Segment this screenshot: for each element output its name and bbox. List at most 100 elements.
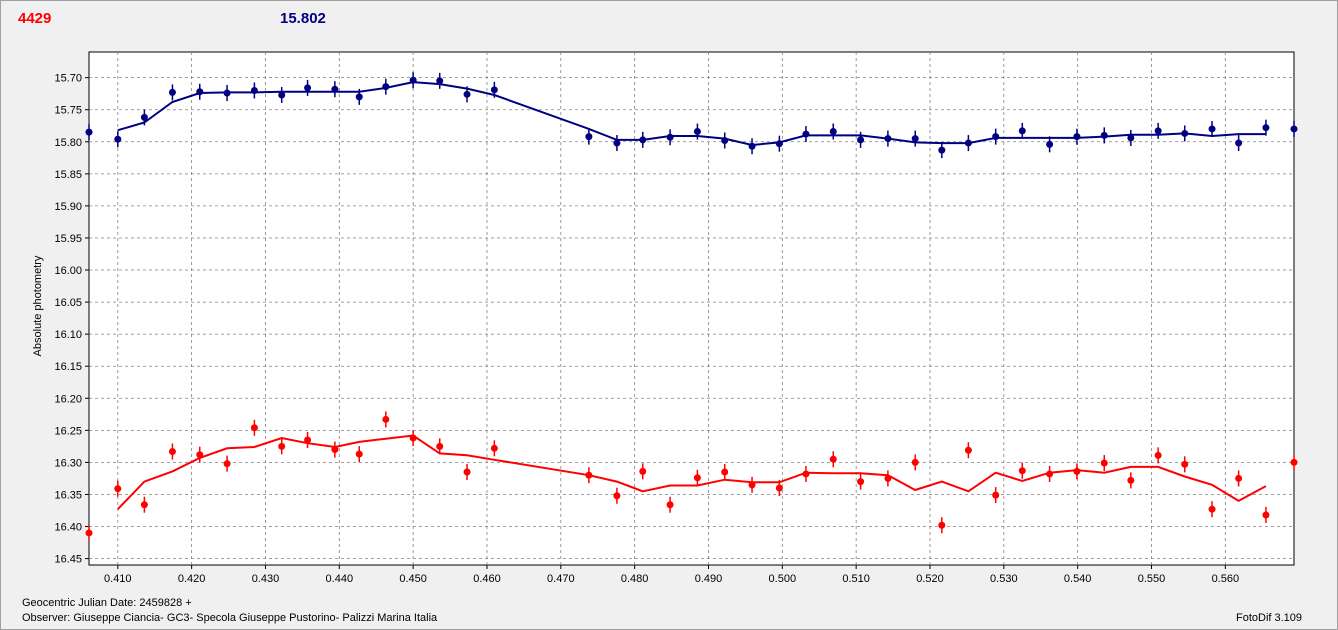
footer-observer-line: Observer: Giuseppe Ciancia- GC3- Specola…	[22, 612, 438, 624]
red-series-point	[666, 501, 674, 509]
x-tick-label: 0.550	[1138, 573, 1166, 585]
x-tick-label: 0.510	[842, 573, 870, 585]
blue-series-point	[409, 76, 417, 84]
blue-series-point	[114, 135, 122, 143]
red-series-point	[223, 460, 231, 468]
y-tick-label: 15.95	[54, 233, 82, 245]
red-series-point	[114, 485, 122, 493]
blue-series-point	[1290, 125, 1298, 133]
footer-software: FotoDif 3.109	[1236, 612, 1303, 624]
x-tick-label: 0.440	[326, 573, 354, 585]
red-series-point	[1235, 474, 1243, 482]
y-tick-label: 16.40	[54, 522, 82, 534]
red-series-point	[938, 521, 946, 529]
red-series-point	[196, 451, 204, 459]
red-series-point	[829, 455, 837, 463]
blue-series-point	[992, 133, 1000, 141]
blue-series-point	[613, 139, 621, 147]
red-series-point	[1154, 451, 1162, 459]
red-series-point	[992, 491, 1000, 499]
blue-series-point	[585, 133, 593, 141]
red-series-point	[250, 424, 258, 432]
blue-series-point	[721, 136, 729, 144]
footer-date-line: Geocentric Julian Date: 2459828 +	[22, 597, 192, 609]
blue-series-point	[884, 135, 892, 143]
red-series-point	[1208, 505, 1216, 513]
y-tick-label: 15.75	[54, 105, 82, 117]
blue-series-point	[829, 128, 837, 136]
red-series-point	[748, 481, 756, 489]
blue-series-point	[1181, 129, 1189, 137]
blue-series-point	[666, 133, 674, 141]
y-tick-label: 16.00	[54, 265, 82, 277]
blue-series-point	[490, 86, 498, 94]
y-tick-label: 16.15	[54, 361, 82, 373]
red-series-point	[409, 434, 417, 442]
x-tick-label: 0.470	[547, 573, 575, 585]
x-tick-label: 0.430	[252, 573, 280, 585]
blue-series-point	[964, 139, 972, 147]
y-tick-label: 16.10	[54, 329, 82, 341]
red-series-point	[168, 447, 176, 455]
red-series-point	[1181, 460, 1189, 468]
red-series-point	[1018, 467, 1026, 475]
blue-series-point	[168, 88, 176, 96]
blue-series-point	[1262, 124, 1270, 132]
x-tick-label: 0.490	[695, 573, 723, 585]
blue-series-point	[693, 128, 701, 136]
header-right-value: 15.802	[280, 10, 326, 27]
x-tick-label: 0.530	[990, 573, 1018, 585]
red-series-point	[1046, 470, 1054, 478]
red-series-point	[85, 529, 93, 537]
blue-series-point	[1073, 133, 1081, 141]
red-series-point	[304, 436, 312, 444]
y-axis-label: Absolute photometry	[32, 255, 44, 357]
y-tick-label: 15.70	[54, 73, 82, 85]
red-series-point	[355, 450, 363, 458]
red-series-point	[1100, 459, 1108, 467]
blue-series-point	[382, 83, 390, 91]
blue-series-point	[278, 91, 286, 99]
blue-series-point	[304, 84, 312, 92]
y-tick-label: 16.45	[54, 554, 82, 566]
y-tick-label: 16.35	[54, 489, 82, 501]
red-series-point	[436, 442, 444, 450]
red-series-point	[775, 484, 783, 492]
blue-series-point	[802, 130, 810, 138]
x-tick-label: 0.480	[621, 573, 649, 585]
blue-series-point	[1208, 125, 1216, 133]
red-series-point	[490, 444, 498, 452]
y-tick-label: 15.90	[54, 201, 82, 213]
y-tick-label: 15.80	[54, 137, 82, 149]
x-tick-label: 0.540	[1064, 573, 1092, 585]
blue-series-point	[1046, 140, 1054, 148]
red-series-point	[721, 468, 729, 476]
red-series-point	[639, 467, 647, 475]
blue-series-point	[1235, 139, 1243, 147]
blue-series-point	[1127, 134, 1135, 142]
blue-series-point	[196, 88, 204, 96]
y-tick-label: 16.30	[54, 457, 82, 469]
red-series-point	[331, 446, 339, 454]
blue-series-point	[639, 136, 647, 144]
red-series-point	[382, 415, 390, 423]
red-series-point	[857, 478, 865, 486]
blue-series-point	[911, 135, 919, 143]
red-series-point	[1290, 458, 1298, 466]
blue-series-point	[250, 86, 258, 94]
blue-series-point	[85, 128, 93, 136]
blue-series-point	[1018, 127, 1026, 135]
blue-series-point	[140, 113, 148, 121]
red-series-point	[585, 471, 593, 479]
red-series-point	[1127, 476, 1135, 484]
red-series-point	[911, 458, 919, 466]
blue-series-point	[223, 89, 231, 97]
x-tick-label: 0.560	[1212, 573, 1240, 585]
red-series-point	[964, 446, 972, 454]
plot-area	[88, 51, 1295, 566]
y-tick-label: 16.05	[54, 297, 82, 309]
red-series-point	[802, 470, 810, 478]
red-series-point	[1262, 511, 1270, 519]
blue-series-point	[331, 85, 339, 93]
